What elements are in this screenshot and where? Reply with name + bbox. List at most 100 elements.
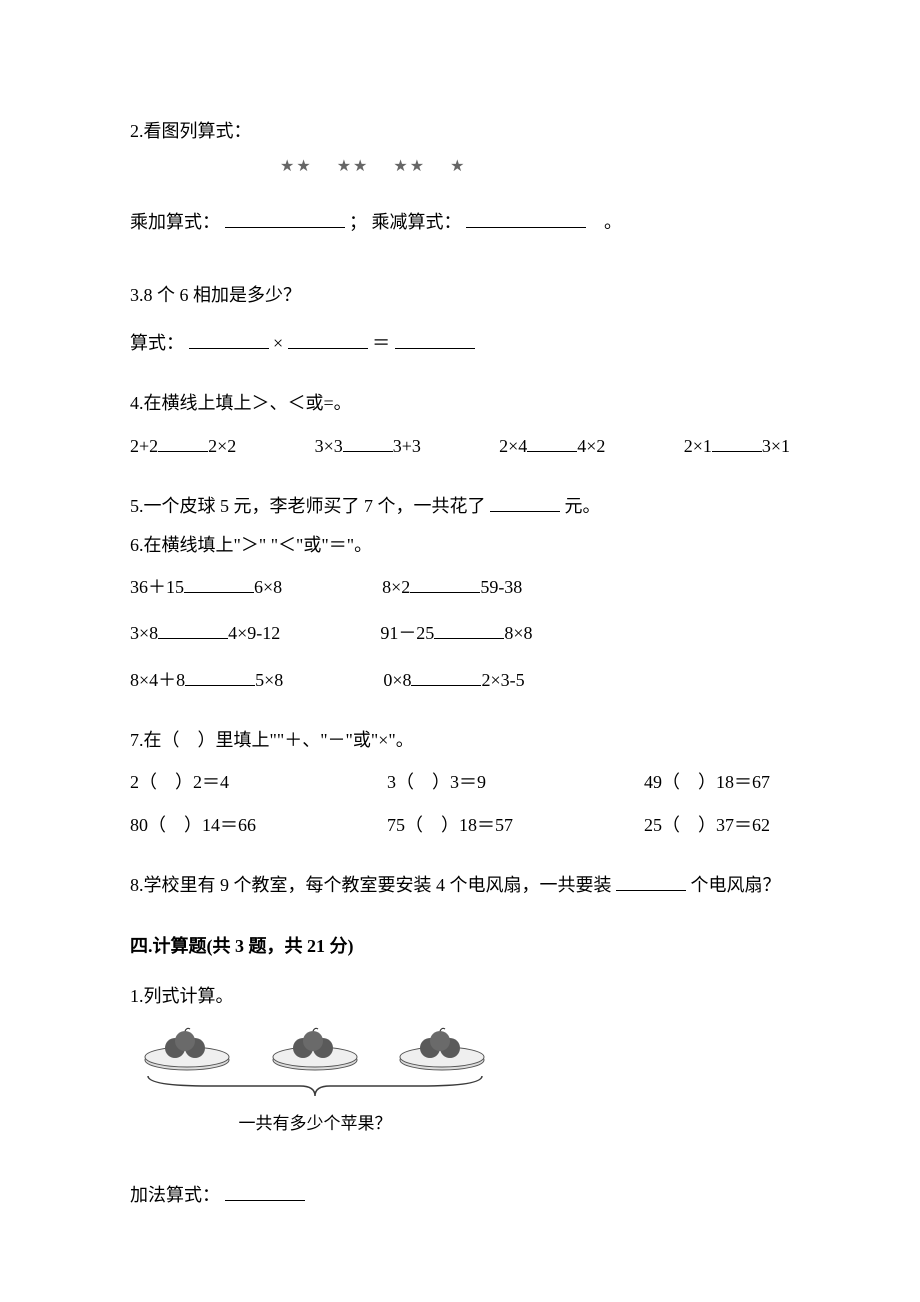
q2-stars: ★★ ★★ ★★ ★: [130, 153, 790, 182]
blank-compare: [410, 575, 480, 593]
q5-text-a: 5.一个皮球 5 元，李老师买了 7 个，一共花了: [130, 496, 486, 516]
blank-compare: [184, 575, 254, 593]
q6-right: 2×3-5: [481, 670, 524, 690]
addition-label: 加法算式：: [130, 1185, 220, 1205]
q6-item: 0×8 2×3-5: [383, 664, 524, 696]
equals-sign: ＝: [372, 333, 390, 353]
blank-mul-sub: [466, 210, 586, 228]
blank-compare: [527, 434, 577, 452]
question-4: 4.在横线上填上＞、＜或=。 2+2 2×2 3×3 3+3 2×4 4×2 2×1 3…: [130, 387, 790, 462]
q6-left: 8×4＋8: [130, 670, 185, 690]
q6-row: 36＋15 6×8 8×2 59-38: [130, 571, 790, 603]
q6-title: 6.在横线填上"＞" "＜"或"＝"。: [130, 529, 790, 561]
plate-icon: [268, 1024, 363, 1072]
q4-right: 2×2: [208, 436, 236, 456]
plate-icon: [395, 1024, 490, 1072]
blank-compare: [712, 434, 762, 452]
q7-item: 25（ ）37＝62: [644, 809, 770, 841]
s4q1-title: 1.列式计算。: [130, 980, 790, 1012]
separator: ；: [349, 212, 367, 232]
q6-right: 6×8: [254, 577, 282, 597]
q8-text-a: 8.学校里有 9 个教室，每个教室要安装 4 个电风扇，一共要装: [130, 875, 612, 895]
addition-line: 加法算式：: [130, 1179, 790, 1211]
mul-sub-label: 乘减算式：: [372, 212, 462, 232]
q7-title: 7.在（ ）里填上""＋、"－"或"×"。: [130, 724, 790, 756]
brace-icon: [130, 1072, 500, 1110]
q6-row: 3×8 4×9-12 91－25 8×8: [130, 617, 790, 649]
star-group: ★: [450, 158, 466, 175]
q4-item: 3×3 3+3: [315, 430, 421, 462]
blank-q5: [490, 494, 560, 512]
blank-q8: [616, 873, 686, 891]
q6-right: 4×9-12: [228, 623, 280, 643]
apples-figure: 一共有多少个苹果？: [130, 1024, 500, 1139]
plate-icon: [140, 1024, 235, 1072]
blank-compare: [158, 434, 208, 452]
q4-item: 2×1 3×1: [684, 430, 790, 462]
q4-item: 2×4 4×2: [499, 430, 605, 462]
question-7: 7.在（ ）里填上""＋、"－"或"×"。 2（ ）2＝4 3（ ）3＝9 49…: [130, 724, 790, 841]
q5-text-b: 元。: [565, 496, 601, 516]
q6-item: 3×8 4×9-12: [130, 617, 280, 649]
blank-mul-add: [225, 210, 345, 228]
q4-left: 3×3: [315, 436, 343, 456]
q6-left: 8×2: [382, 577, 410, 597]
q6-item: 91－25 8×8: [380, 617, 532, 649]
q4-left: 2+2: [130, 436, 158, 456]
q4-left: 2×4: [499, 436, 527, 456]
section-4-title: 四.计算题(共 3 题，共 21 分): [130, 930, 790, 962]
blank-compare: [185, 668, 255, 686]
q6-left: 36＋15: [130, 577, 184, 597]
blank-addition: [225, 1183, 305, 1201]
q8-text-b: 个电风扇？: [691, 875, 781, 895]
q6-row: 8×4＋8 5×8 0×8 2×3-5: [130, 664, 790, 696]
blank-compare: [343, 434, 393, 452]
section-4-question-1: 1.列式计算。: [130, 980, 790, 1212]
star-group: ★★: [337, 158, 370, 175]
blank-factor1: [189, 331, 269, 349]
question-8: 8.学校里有 9 个教室，每个教室要安装 4 个电风扇，一共要装 个电风扇？: [130, 869, 790, 901]
q6-item: 36＋15 6×8: [130, 571, 282, 603]
question-6: 6.在横线填上"＞" "＜"或"＝"。 36＋15 6×8 8×2 59-38 3×…: [130, 529, 790, 697]
q2-title: 2.看图列算式：: [130, 115, 790, 147]
q4-item: 2+2 2×2: [130, 430, 236, 462]
q6-left: 0×8: [383, 670, 411, 690]
question-5: 5.一个皮球 5 元，李老师买了 7 个，一共花了 元。: [130, 490, 790, 522]
q4-row: 2+2 2×2 3×3 3+3 2×4 4×2 2×1 3×1: [130, 430, 790, 462]
q6-left: 3×8: [130, 623, 158, 643]
q3-formula: 算式： × ＝: [130, 327, 790, 359]
q7-item: 49（ ）18＝67: [644, 766, 770, 798]
q4-left: 2×1: [684, 436, 712, 456]
blank-compare: [434, 621, 504, 639]
blank-compare: [411, 668, 481, 686]
q7-item: 2（ ）2＝4: [130, 766, 229, 798]
q4-right: 3×1: [762, 436, 790, 456]
question-3: 3.8 个 6 相加是多少？ 算式： × ＝: [130, 279, 790, 360]
brace-label: 一共有多少个苹果？: [130, 1109, 500, 1140]
q6-right: 59-38: [480, 577, 522, 597]
times-sign: ×: [273, 333, 283, 353]
q6-item: 8×4＋8 5×8: [130, 664, 283, 696]
q4-right: 4×2: [577, 436, 605, 456]
q7-item: 75（ ）18＝57: [387, 809, 513, 841]
q6-right: 8×8: [504, 623, 532, 643]
blank-product: [395, 331, 475, 349]
plates-row: [130, 1024, 500, 1072]
q7-row: 80（ ）14＝66 75（ ）18＝57 25（ ）37＝62: [130, 809, 770, 841]
q2-answer-line: 乘加算式： ； 乘减算式： 。: [130, 206, 790, 238]
q4-title: 4.在横线上填上＞、＜或=。: [130, 387, 790, 419]
star-group: ★★: [280, 158, 313, 175]
period: 。: [604, 212, 622, 232]
q6-right: 5×8: [255, 670, 283, 690]
star-group: ★★: [393, 158, 426, 175]
q7-row: 2（ ）2＝4 3（ ）3＝9 49（ ）18＝67: [130, 766, 770, 798]
q6-item: 8×2 59-38: [382, 571, 522, 603]
q7-item: 3（ ）3＝9: [387, 766, 486, 798]
q4-right: 3+3: [393, 436, 421, 456]
mul-add-label: 乘加算式：: [130, 212, 220, 232]
blank-compare: [158, 621, 228, 639]
q7-item: 80（ ）14＝66: [130, 809, 256, 841]
q6-left: 91－25: [380, 623, 434, 643]
blank-factor2: [288, 331, 368, 349]
q3-title: 3.8 个 6 相加是多少？: [130, 279, 790, 311]
